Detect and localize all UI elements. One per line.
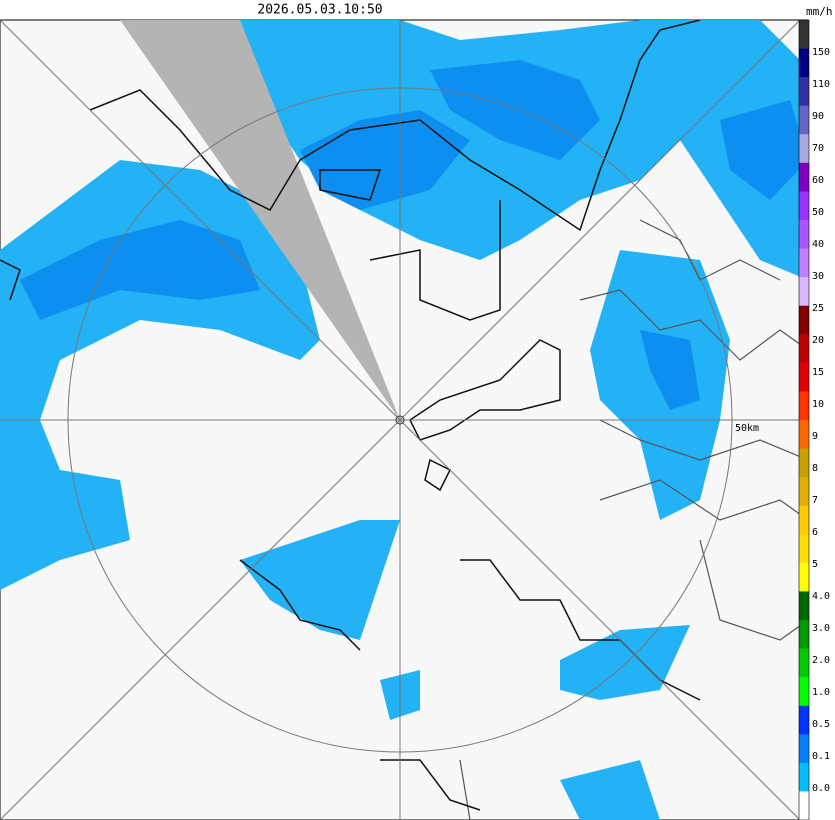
legend-label: 0.1: [812, 751, 830, 762]
map: 50km: [0, 19, 809, 820]
legend-swatch: [799, 220, 809, 250]
legend-swatch: [799, 477, 809, 507]
legend-swatch: [799, 705, 809, 735]
legend-swatch: [799, 77, 809, 107]
legend-swatch: [799, 591, 809, 621]
blocked-sector: [120, 20, 400, 420]
legend-frame: [798, 19, 810, 820]
legend-label: 5: [812, 559, 818, 570]
legend-label: 0.5: [812, 719, 830, 730]
legend-label: 20: [812, 335, 824, 346]
legend-swatch: [799, 562, 809, 592]
legend-swatch: [799, 391, 809, 421]
legend-swatch: [799, 305, 809, 335]
legend-label: 3.0: [812, 623, 830, 634]
radar-site: [395, 415, 405, 425]
legend-swatch: [799, 648, 809, 678]
legend-label: 90: [812, 111, 824, 122]
legend-swatch: [799, 534, 809, 564]
legend-label: 10: [812, 399, 824, 410]
legend-swatch: [799, 191, 809, 221]
legend-swatch: [799, 448, 809, 478]
range-label: 50km: [735, 423, 759, 434]
legend-swatch: [799, 505, 809, 535]
legend-swatch: [799, 734, 809, 764]
legend-label: 110: [812, 79, 830, 90]
legend-swatch: [799, 277, 809, 307]
legend-swatch: [799, 762, 809, 792]
legend: 150 110 90 70 60 50 40 30 25 20 15 10 9 8 7 6 5 4.0 3.0 2.0…: [798, 19, 830, 820]
legend-label: 8: [812, 463, 818, 474]
legend-swatch: [799, 791, 809, 820]
legend-swatch: [799, 362, 809, 392]
legend-label: 40: [812, 239, 824, 250]
legend-label: 7: [812, 495, 818, 506]
legend-label: 4.0: [812, 591, 830, 602]
legend-swatch: [799, 105, 809, 135]
legend-label: 150: [812, 47, 830, 58]
legend-swatch: [799, 334, 809, 364]
legend-swatch: [799, 20, 809, 50]
legend-label: 25: [812, 303, 824, 314]
legend-label: 0.0: [812, 783, 830, 794]
legend-label: 30: [812, 271, 824, 282]
legend-swatch: [799, 48, 809, 78]
legend-swatch: [799, 420, 809, 450]
legend-label: 1.0: [812, 687, 830, 698]
timestamp: 2026.05.03.10:50: [257, 3, 382, 18]
legend-swatch: [799, 134, 809, 164]
unit: mm/h: [806, 5, 833, 18]
coastline: [0, 20, 701, 811]
legend-label: 50: [812, 207, 824, 218]
range-grid: [0, 20, 808, 820]
legend-swatch: [799, 248, 809, 278]
borders: [459, 219, 808, 820]
legend-label: 6: [812, 527, 818, 538]
legend-swatch: [799, 677, 809, 707]
legend-label: 2.0: [812, 655, 830, 666]
legend-label: 15: [812, 367, 824, 378]
legend-label: 9: [812, 431, 818, 442]
legend-label: 70: [812, 143, 824, 154]
legend-swatch: [799, 162, 809, 192]
legend-swatch: [799, 620, 809, 650]
legend-label: 60: [812, 175, 824, 186]
